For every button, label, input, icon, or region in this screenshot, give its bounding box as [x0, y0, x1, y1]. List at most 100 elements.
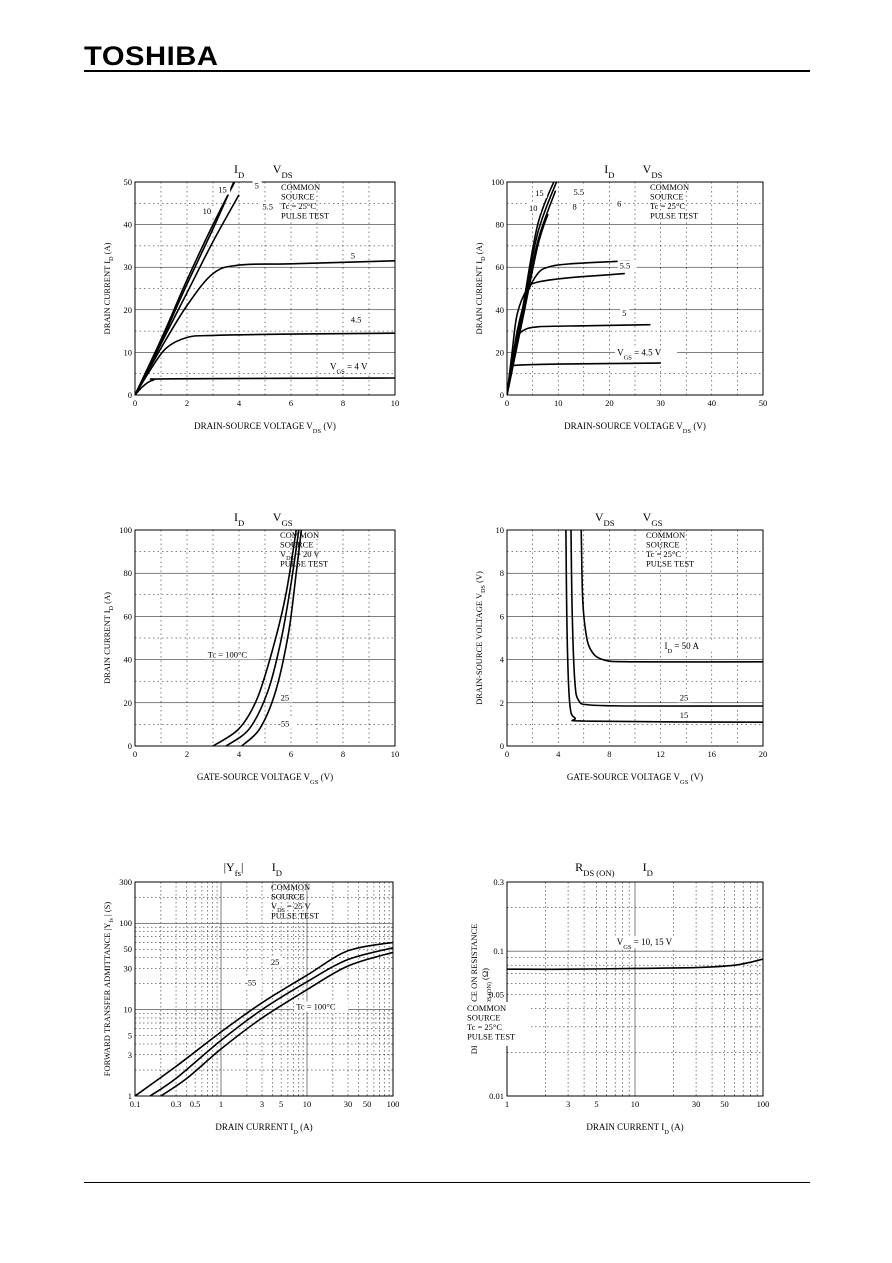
x-tick-label: 3 [566, 1099, 570, 1109]
plot-frame [506, 181, 764, 396]
curve-label: 5.5 [620, 260, 631, 270]
label-bg [615, 198, 625, 209]
x-tick-label: 0 [133, 398, 137, 408]
chart-title-right: ID [643, 860, 653, 878]
y-tick-label: 100 [119, 525, 132, 535]
chart-title-left: ID [604, 162, 614, 180]
y-tick-label: 60 [496, 262, 505, 272]
y-tick-label: 4 [500, 655, 505, 665]
x-tick-label: 50 [720, 1099, 729, 1109]
x-tick-label: 10 [631, 1099, 640, 1109]
x-tick-label: 4 [237, 749, 242, 759]
series-line [570, 530, 763, 707]
x-axis-label: DRAIN CURRENT ID (A) [586, 1122, 683, 1136]
series-group [135, 182, 395, 395]
y-axis-label: DRAIN CURRENT ID (A) [102, 242, 115, 334]
x-tick-label: 0.3 [171, 1099, 182, 1109]
label-bg [615, 346, 678, 359]
y-tick-label: 50 [124, 177, 133, 187]
chart-title-left: RDS (ON) [575, 860, 615, 878]
annotations: ID = 50 A 25 15 [662, 639, 717, 720]
curve-label: 25 [281, 693, 290, 703]
brand-logo: TOSHIBA [84, 41, 219, 71]
y-tick-label: 20 [124, 698, 133, 708]
series-line [507, 260, 630, 395]
legend-line: SOURCE [467, 1013, 501, 1023]
y-axis-label: DRAIN-SOURCE VOLTAGE VDS (V) [474, 571, 487, 705]
plot-frame [134, 181, 396, 396]
x-tick-label: 8 [607, 749, 611, 759]
x-tick-label: 0.1 [130, 1099, 141, 1109]
label-bg [614, 936, 695, 949]
y-tick-label: 3 [128, 1050, 132, 1060]
y-tick-label: 6 [500, 611, 504, 621]
y-tick-label: 30 [124, 963, 133, 973]
chart-title-right: VGS [643, 510, 663, 528]
grid [135, 182, 395, 395]
x-axis-label: GATE-SOURCE VOLTAGE VGS (V) [567, 772, 703, 786]
x-tick-label: 40 [708, 398, 717, 408]
series-line [212, 530, 297, 746]
y-tick-label: 40 [496, 305, 505, 315]
label-bg [242, 977, 262, 988]
series-group [212, 530, 303, 746]
series-group [507, 182, 661, 395]
annotations: 15 5 10 5.5 5 4.5 VGS = 4 V [200, 180, 380, 375]
y-tick-label: 60 [124, 611, 133, 621]
legend-line: COMMON [280, 530, 319, 540]
legend-line: VDS = 25 V [271, 901, 311, 914]
legend-line: COMMON [650, 182, 689, 192]
chart-id-vds-low: 0 2 4 6 8 10 0 10 20 30 40 50 ID VDS DRAIN-SOURCE VOLT… [102, 162, 399, 435]
y-tick-label: 10 [124, 347, 133, 357]
x-tick-label: 10 [303, 1099, 312, 1109]
curve-label: 5 [255, 180, 259, 190]
annotations: Tc = 100°C 25 -55 [205, 649, 295, 729]
chart-title-right: VGS [273, 510, 293, 528]
grid [135, 530, 395, 746]
x-tick-label: 4 [556, 749, 561, 759]
series-line [225, 530, 300, 746]
x-tick-label: 0.5 [190, 1099, 201, 1109]
y-tick-label: 10 [496, 525, 505, 535]
label-bg [570, 201, 580, 212]
curve-label: 6 [617, 198, 621, 208]
curve-label: VGS = 10, 15 V [617, 937, 673, 951]
plot-frame [506, 529, 764, 747]
curve-label: VGS = 4.5 V [617, 348, 662, 362]
curve-label: 10 [203, 206, 212, 216]
label-bg [294, 1001, 349, 1012]
chart-title-left: ID [234, 162, 244, 180]
label-bg [620, 308, 630, 319]
legend-line: Tc = 25°C [281, 201, 316, 211]
x-tick-label: 0 [505, 398, 509, 408]
legend-line: COMMON [646, 530, 685, 540]
series-group [507, 958, 763, 971]
y-tick-label: 80 [124, 568, 133, 578]
curve-label: 15 [218, 185, 227, 195]
y-tick-label: 8 [500, 568, 504, 578]
series-line [135, 377, 395, 395]
footer-rule [84, 1182, 810, 1183]
curve-label: VGS = 4 V [330, 361, 368, 375]
y-tick-label: 10 [124, 1005, 133, 1015]
curve-label: 5.5 [262, 202, 273, 212]
y-tick-label: 50 [124, 944, 133, 954]
legend-line: Tc = 25°C [467, 1022, 502, 1032]
y-tick-label: 300 [119, 877, 132, 887]
series-group [135, 941, 393, 1096]
x-tick-label: 6 [289, 398, 293, 408]
chart-yfs-id: 0.1 0.3 0.5 1 3 5 10 30 50 100 1 3 5 10 30 50 100 300 |Yfs… [102, 860, 399, 1136]
curve-label: 5 [351, 251, 355, 261]
x-tick-label: 10 [554, 398, 563, 408]
x-tick-label: 8 [341, 398, 345, 408]
y-tick-label: 0.01 [489, 1091, 504, 1101]
x-tick-label: 3 [260, 1099, 264, 1109]
curve-label: 15 [680, 710, 689, 720]
plot-frame [134, 881, 394, 1097]
label-bg [348, 250, 358, 261]
chart-title-left: |Yfs| [224, 860, 244, 878]
